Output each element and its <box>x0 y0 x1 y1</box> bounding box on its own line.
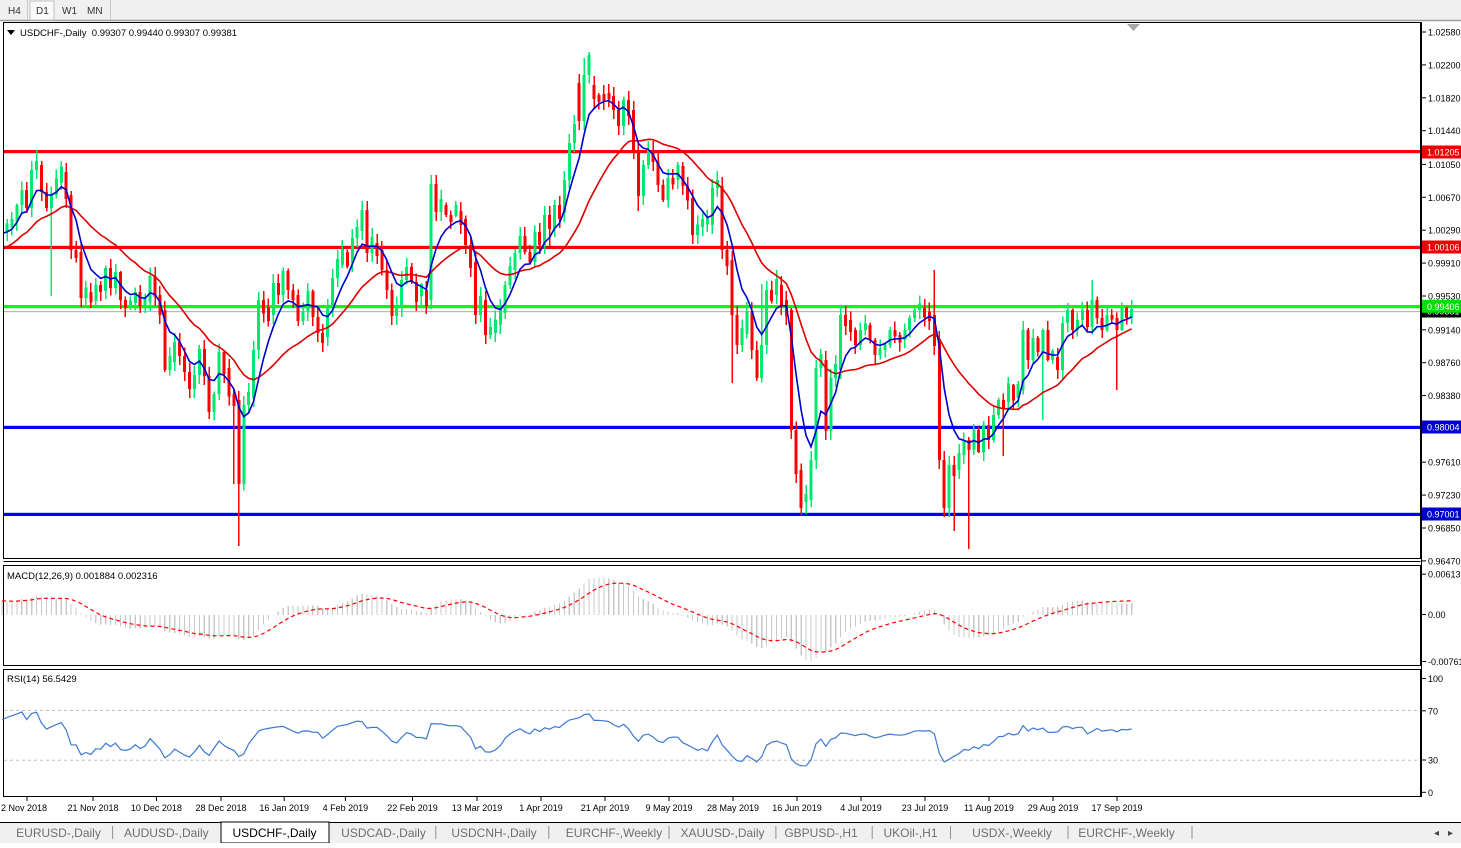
svg-text:1.00106: 1.00106 <box>1427 243 1460 253</box>
svg-text:◂: ◂ <box>1434 828 1439 839</box>
svg-text:UKOil-,H1: UKOil-,H1 <box>883 826 937 840</box>
svg-text:XAUUSD-,Daily: XAUUSD-,Daily <box>680 826 764 840</box>
svg-text:1.01440: 1.01440 <box>1428 126 1461 136</box>
svg-text:1.01820: 1.01820 <box>1428 93 1461 103</box>
svg-text:0.00: 0.00 <box>1428 610 1446 620</box>
svg-text:0: 0 <box>1428 788 1433 798</box>
svg-text:4 Feb 2019: 4 Feb 2019 <box>323 803 369 813</box>
svg-text:1.02580: 1.02580 <box>1428 28 1461 38</box>
svg-text:RSI(14) 56.5429: RSI(14) 56.5429 <box>7 674 77 685</box>
svg-text:1 Apr 2019: 1 Apr 2019 <box>519 803 563 813</box>
svg-text:21 Apr 2019: 21 Apr 2019 <box>581 803 630 813</box>
svg-text:USDCHF-,Daily: USDCHF-,Daily <box>233 826 317 840</box>
svg-text:AUDUSD-,Daily: AUDUSD-,Daily <box>124 826 209 840</box>
svg-text:0.99530: 0.99530 <box>1428 292 1461 302</box>
svg-text:4 Jul 2019: 4 Jul 2019 <box>840 803 882 813</box>
svg-text:29 Aug 2019: 29 Aug 2019 <box>1028 803 1079 813</box>
svg-text:30: 30 <box>1428 756 1438 766</box>
svg-text:H4: H4 <box>8 6 21 17</box>
svg-text:23 Jul 2019: 23 Jul 2019 <box>902 803 949 813</box>
svg-text:1.02200: 1.02200 <box>1428 60 1461 70</box>
svg-text:9 May 2019: 9 May 2019 <box>645 803 692 813</box>
svg-text:USDCAD-,Daily: USDCAD-,Daily <box>341 826 426 840</box>
svg-text:▸: ▸ <box>1448 828 1453 839</box>
svg-text:USDCNH-,Daily: USDCNH-,Daily <box>451 826 536 840</box>
svg-text:11 Aug 2019: 11 Aug 2019 <box>964 803 1014 813</box>
svg-text:28 May 2019: 28 May 2019 <box>707 803 759 813</box>
svg-text:100: 100 <box>1428 674 1443 684</box>
svg-text:GBPUSD-,H1: GBPUSD-,H1 <box>784 826 858 840</box>
svg-text:0.98380: 0.98380 <box>1428 391 1461 401</box>
svg-text:2 Nov 2018: 2 Nov 2018 <box>1 803 47 813</box>
svg-text:21 Nov 2018: 21 Nov 2018 <box>67 803 118 813</box>
svg-text:1.00290: 1.00290 <box>1428 226 1461 236</box>
svg-text:EURCHF-,Weekly: EURCHF-,Weekly <box>1078 826 1174 840</box>
svg-text:16 Jan 2019: 16 Jan 2019 <box>259 803 309 813</box>
svg-text:10 Dec 2018: 10 Dec 2018 <box>131 803 182 813</box>
svg-text:0.97230: 0.97230 <box>1428 491 1461 501</box>
svg-text:28 Dec 2018: 28 Dec 2018 <box>195 803 246 813</box>
svg-text:0.96850: 0.96850 <box>1428 524 1461 534</box>
svg-text:70: 70 <box>1428 706 1438 716</box>
svg-text:MACD(12,26,9) 0.001884 0.00231: MACD(12,26,9) 0.001884 0.002316 <box>7 571 158 582</box>
svg-text:W1: W1 <box>62 6 77 17</box>
svg-text:1.01205: 1.01205 <box>1427 148 1460 158</box>
svg-text:13 Mar 2019: 13 Mar 2019 <box>452 803 503 813</box>
svg-text:USDX-,Weekly: USDX-,Weekly <box>972 826 1052 840</box>
svg-text:22 Feb 2019: 22 Feb 2019 <box>387 803 438 813</box>
svg-text:D1: D1 <box>36 6 49 17</box>
svg-text:1.00670: 1.00670 <box>1428 193 1461 203</box>
svg-text:USDCHF-,Daily 0.99307 0.99440: USDCHF-,Daily 0.99307 0.99440 0.99307 0.… <box>20 28 237 39</box>
svg-text:0.98760: 0.98760 <box>1428 358 1461 368</box>
svg-text:0.97610: 0.97610 <box>1428 458 1461 468</box>
svg-text:EURCHF-,Weekly: EURCHF-,Weekly <box>566 826 662 840</box>
svg-text:1.01050: 1.01050 <box>1428 160 1461 170</box>
svg-text:MN: MN <box>87 6 103 17</box>
svg-text:16 Jun 2019: 16 Jun 2019 <box>772 803 822 813</box>
svg-text:0.98004: 0.98004 <box>1427 423 1460 433</box>
svg-text:0.99140: 0.99140 <box>1428 325 1461 335</box>
svg-text:0.00613: 0.00613 <box>1428 570 1461 580</box>
svg-text:17 Sep 2019: 17 Sep 2019 <box>1091 803 1142 813</box>
svg-text:0.99406: 0.99406 <box>1427 302 1460 312</box>
svg-text:0.99910: 0.99910 <box>1428 259 1461 269</box>
svg-text:0.96470: 0.96470 <box>1428 556 1461 566</box>
svg-text:0.97001: 0.97001 <box>1427 510 1460 520</box>
svg-text:EURUSD-,Daily: EURUSD-,Daily <box>16 826 101 840</box>
svg-text:-0.007612: -0.007612 <box>1428 657 1461 667</box>
